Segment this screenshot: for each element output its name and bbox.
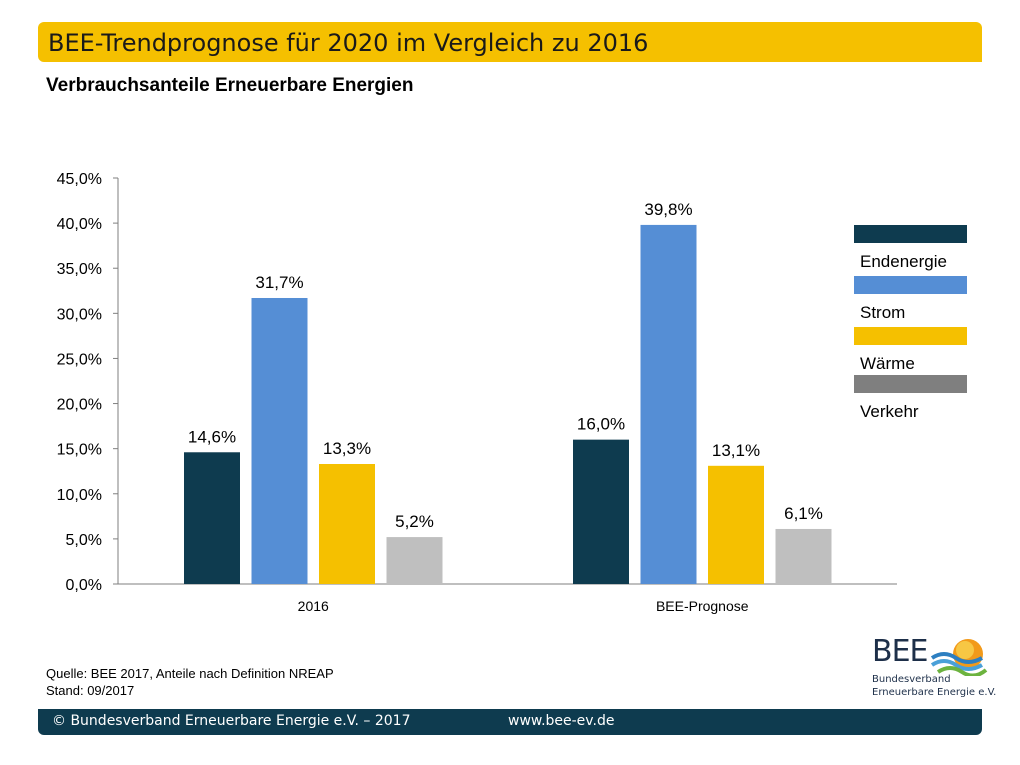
- data-label: 39,8%: [644, 200, 692, 219]
- legend-swatch-verkehr: [854, 375, 967, 393]
- y-tick-label: 35,0%: [57, 261, 102, 278]
- logo-line-1: Bundesverband: [872, 674, 951, 685]
- logo-line-2: Erneuerbare Energie e.V.: [872, 687, 997, 698]
- page-title: BEE-Trendprognose für 2020 im Vergleich …: [48, 29, 649, 57]
- bar-endenergie: [184, 452, 240, 584]
- data-label: 31,7%: [255, 273, 303, 292]
- bar-wärme: [319, 464, 375, 584]
- y-tick-label: 15,0%: [57, 442, 102, 459]
- y-tick-label: 30,0%: [57, 306, 102, 323]
- legend-label: Endenergie: [860, 252, 947, 271]
- y-tick-label: 0,0%: [66, 577, 102, 594]
- legend-label: Wärme: [860, 354, 915, 373]
- bee-logo: BEE Bundesverband Erneuerbare Energie e.…: [868, 630, 996, 702]
- source-line: Quelle: BEE 2017, Anteile nach Definitio…: [46, 666, 334, 681]
- data-label: 6,1%: [784, 504, 823, 523]
- bar-wärme: [708, 465, 764, 584]
- data-label: 16,0%: [577, 415, 625, 434]
- bar-verkehr: [775, 528, 832, 584]
- logo-wordmark: BEE: [872, 634, 928, 669]
- footer-bar: © Bundesverband Erneuerbare Energie e.V.…: [38, 709, 982, 735]
- bar-endenergie: [573, 439, 629, 584]
- x-tick-label: BEE-Prognose: [656, 598, 749, 614]
- legend-swatch-endenergie: [854, 225, 967, 243]
- data-label: 14,6%: [188, 427, 236, 446]
- y-tick-label: 20,0%: [57, 397, 102, 414]
- x-tick-label: 2016: [298, 598, 329, 614]
- logo-sun-wave-icon: [930, 639, 988, 676]
- bar-strom: [251, 297, 308, 584]
- y-tick-label: 5,0%: [66, 532, 102, 549]
- footer-url: www.bee-ev.de: [508, 713, 615, 729]
- y-tick-label: 10,0%: [57, 487, 102, 504]
- legend-label: Verkehr: [860, 402, 919, 421]
- y-tick-label: 45,0%: [57, 171, 102, 188]
- title-bar: BEE-Trendprognose für 2020 im Vergleich …: [38, 22, 982, 62]
- bar-verkehr: [386, 537, 443, 584]
- source-note: Quelle: BEE 2017, Anteile nach Definitio…: [46, 665, 334, 699]
- legend-label: Strom: [860, 303, 905, 322]
- date-line: Stand: 09/2017: [46, 683, 135, 698]
- legend-swatch-wärme: [854, 327, 967, 345]
- y-tick-label: 25,0%: [57, 351, 102, 368]
- chart-subtitle: Verbrauchsanteile Erneuerbare Energien: [46, 75, 414, 96]
- y-tick-label: 40,0%: [57, 216, 102, 233]
- data-label: 13,3%: [323, 439, 371, 458]
- footer-copyright: © Bundesverband Erneuerbare Energie e.V.…: [52, 713, 411, 729]
- bar-strom: [640, 224, 697, 584]
- data-label: 13,1%: [712, 441, 760, 460]
- bar-chart: 0,0% 5,0% 10,0% 15,0% 20,0% 25,0% 30,0% 35,0% 40…: [57, 171, 967, 614]
- legend-swatch-strom: [854, 276, 967, 294]
- data-label: 5,2%: [395, 512, 434, 531]
